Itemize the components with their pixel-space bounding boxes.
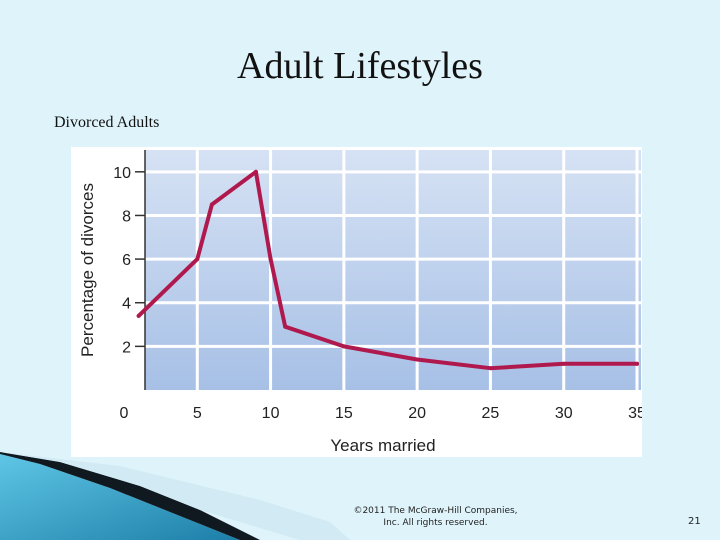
- x-tick-label: 10: [262, 405, 280, 422]
- x-tick-label: 5: [193, 405, 202, 422]
- data-point: [341, 344, 346, 349]
- data-point: [488, 366, 493, 371]
- data-point: [253, 169, 258, 174]
- x-tick-label: 25: [482, 405, 500, 422]
- x-tick-label: 35: [628, 405, 642, 422]
- y-tick-label: 8: [122, 208, 131, 225]
- data-point: [561, 361, 566, 366]
- data-point: [268, 257, 273, 262]
- page-number: 21: [688, 516, 701, 527]
- plot-area: [145, 150, 641, 390]
- data-point: [209, 202, 214, 207]
- data-point: [136, 313, 141, 318]
- y-tick-label: 4: [122, 296, 131, 313]
- x-tick-label: 15: [335, 405, 353, 422]
- footer-decoration: [0, 452, 350, 540]
- chart: 0 5 10 15 20 25 30 35 2 4 6 8 10 Percentage of divor…: [71, 147, 642, 457]
- slide-subtitle: Divorced Adults: [54, 114, 160, 131]
- x-tick-label: 30: [555, 405, 573, 422]
- x-axis-label: Years married: [330, 436, 435, 455]
- y-tick-label: 2: [122, 339, 131, 356]
- copyright-notice: ©2011 The McGraw-Hill Companies, Inc. Al…: [353, 506, 518, 528]
- x-tick-label: 0: [120, 405, 129, 422]
- data-point: [415, 357, 420, 362]
- x-tick-label: 20: [408, 405, 426, 422]
- data-point: [635, 361, 639, 366]
- divorce-line-chart: 0 5 10 15 20 25 30 35 2 4 6 8 10 Percentage of divor…: [71, 147, 642, 457]
- y-axis-label: Percentage of divorces: [78, 183, 97, 357]
- y-tick-label: 10: [113, 165, 131, 182]
- data-point: [195, 257, 200, 262]
- slide-title: Adult Lifestyles: [237, 45, 483, 87]
- y-tick-label: 6: [122, 252, 131, 269]
- data-point: [283, 324, 288, 329]
